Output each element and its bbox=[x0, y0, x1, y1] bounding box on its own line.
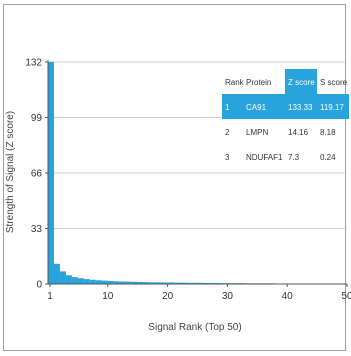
table-header-cell: Z score bbox=[288, 78, 315, 87]
bar-rank-18 bbox=[149, 282, 156, 284]
bar-rank-3 bbox=[59, 271, 66, 284]
bar-rank-20 bbox=[161, 282, 168, 284]
x-axis-title: Signal Rank (Top 50) bbox=[148, 322, 241, 333]
bar-rank-9 bbox=[95, 280, 102, 284]
bar-rank-17 bbox=[143, 282, 150, 284]
bar-rank-7 bbox=[83, 279, 90, 284]
x-tick-label: 20 bbox=[162, 291, 174, 302]
y-tick-label: 0 bbox=[36, 280, 42, 291]
x-tick-label: 50 bbox=[341, 291, 351, 302]
bar-rank-23 bbox=[179, 282, 186, 284]
table-header-cell: S score bbox=[320, 78, 348, 87]
table-cell: NDUFAF1 bbox=[246, 153, 283, 162]
table-cell: 2 bbox=[225, 128, 230, 137]
table-header-cell: Rank bbox=[225, 78, 245, 87]
table-cell: 8.18 bbox=[320, 128, 336, 137]
bar-rank-29 bbox=[215, 282, 222, 284]
y-axis-title: Strength of Signal (Z score) bbox=[5, 111, 16, 233]
bar-rank-24 bbox=[185, 282, 192, 284]
bar-rank-25 bbox=[191, 282, 198, 284]
bar-rank-21 bbox=[167, 282, 174, 284]
x-tick-label: 10 bbox=[102, 291, 114, 302]
bar-rank-12 bbox=[113, 281, 120, 284]
bar-rank-28 bbox=[209, 282, 216, 284]
bar-rank-16 bbox=[137, 281, 144, 284]
bar-rank-14 bbox=[125, 281, 132, 284]
bar-rank-26 bbox=[197, 282, 204, 284]
bar-rank-4 bbox=[65, 275, 72, 284]
bar-rank-27 bbox=[203, 282, 210, 284]
bar-rank-6 bbox=[77, 278, 84, 284]
bar-rank-11 bbox=[107, 280, 114, 284]
bar-rank-22 bbox=[173, 282, 180, 284]
bar-rank-8 bbox=[89, 279, 96, 284]
bar-rank-10 bbox=[101, 280, 108, 284]
table-cell: 1 bbox=[225, 103, 230, 112]
table-cell: CA91 bbox=[246, 103, 267, 112]
y-tick-label: 99 bbox=[31, 113, 43, 124]
bar-rank-2 bbox=[53, 263, 60, 284]
table-cell: 0.24 bbox=[320, 153, 336, 162]
table-cell: LMPN bbox=[246, 128, 268, 137]
x-tick-label: 40 bbox=[282, 291, 294, 302]
table-cell: 7.3 bbox=[288, 153, 300, 162]
table-cell: 119.17 bbox=[320, 103, 344, 112]
table-row-highlight bbox=[222, 94, 349, 119]
table-header-cell: Protein bbox=[246, 78, 271, 87]
bar-rank-1 bbox=[48, 62, 54, 284]
bar-rank-5 bbox=[71, 277, 78, 284]
bar-rank-15 bbox=[131, 281, 138, 284]
bar-rank-19 bbox=[155, 282, 162, 284]
table-cell: 133.33 bbox=[288, 103, 313, 112]
table-header-highlight bbox=[285, 69, 317, 94]
y-tick-label: 66 bbox=[31, 169, 43, 180]
x-tick-label: 30 bbox=[222, 291, 234, 302]
table-cell: 14.16 bbox=[288, 128, 309, 137]
bar-rank-13 bbox=[119, 281, 126, 284]
signal-table: Rank Protein Z score S score 1 CA91 133.33 119.… bbox=[222, 69, 349, 162]
y-tick-label: 33 bbox=[31, 224, 43, 235]
x-tick-label: 1 bbox=[47, 291, 53, 302]
table-cell: 3 bbox=[225, 153, 230, 162]
y-tick-label: 132 bbox=[25, 58, 42, 69]
